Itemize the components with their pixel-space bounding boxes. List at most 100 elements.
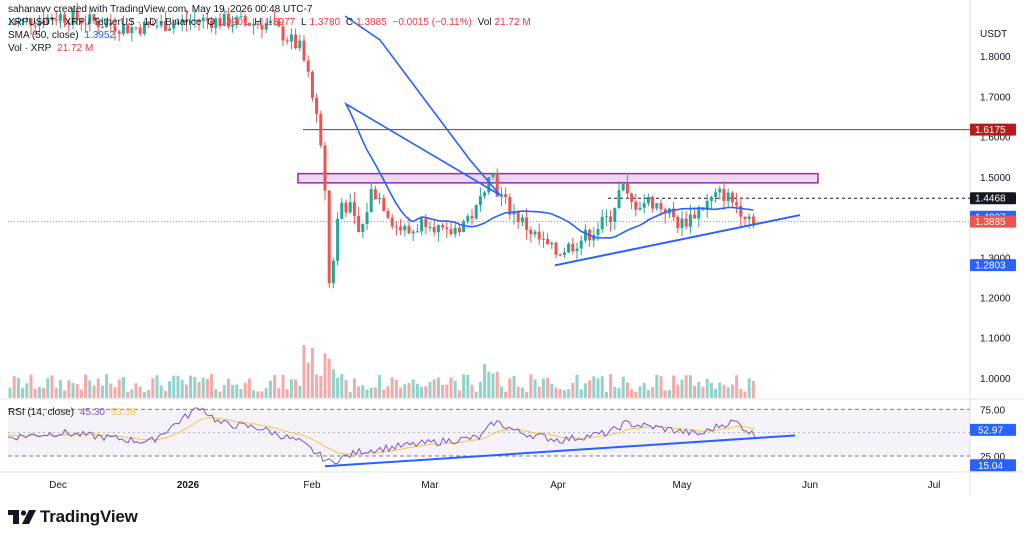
rsi-tick-label: 75.00 <box>980 405 1005 416</box>
sma-value: 1.3952 <box>84 30 115 41</box>
volume-bar <box>684 375 688 398</box>
time-tick-label: Dec <box>49 480 67 491</box>
volume-bar <box>323 353 327 398</box>
candle-body <box>256 23 260 25</box>
tradingview-logo[interactable]: TradingView <box>8 507 138 527</box>
volume-bar <box>483 364 487 398</box>
candle-body <box>550 242 554 245</box>
volume-bar <box>453 380 457 398</box>
chart-credit: sahanavv created with TradingView.com, M… <box>8 4 313 15</box>
rsi-label-trend: 15.04 <box>978 461 1003 472</box>
volume-bar <box>567 389 571 398</box>
volume-bar <box>260 391 264 398</box>
volume-bar <box>273 374 277 398</box>
volume-bar <box>457 390 461 398</box>
volume-bar <box>210 374 214 398</box>
volume-bar <box>504 391 508 398</box>
candle-body <box>218 18 222 26</box>
candle-body <box>42 20 46 24</box>
candle-body <box>155 25 159 27</box>
volume-bar <box>168 381 172 398</box>
candle-body <box>567 243 571 253</box>
candle-body <box>264 23 268 30</box>
price-tick-label: 1.0000 <box>980 374 1011 385</box>
volume-bar <box>638 386 642 398</box>
candle-body <box>428 226 432 228</box>
volume-bar <box>399 387 403 398</box>
volume-bar <box>96 378 100 398</box>
candle-body <box>558 254 562 256</box>
rsi-label[interactable]: RSI (14, close) <box>8 407 75 418</box>
volume-bar <box>600 376 604 398</box>
volume-bar <box>747 378 751 398</box>
candle-body <box>239 16 243 18</box>
volume-bar <box>676 384 680 398</box>
candle-body <box>697 208 701 219</box>
volume-bar <box>726 387 730 398</box>
volume-bar <box>424 386 428 398</box>
candle-body <box>751 216 755 226</box>
volume-bar <box>92 385 96 398</box>
candle-body <box>327 190 331 284</box>
volume-bar <box>735 375 739 398</box>
volume-bar <box>180 379 184 398</box>
candle-body <box>319 113 323 146</box>
candle-body <box>382 198 386 211</box>
volume-bar <box>327 358 331 398</box>
volume-bar <box>222 384 226 398</box>
sma-label[interactable]: SMA (50, close) <box>8 30 79 41</box>
volume-bar <box>415 383 419 398</box>
candle-body <box>596 229 600 236</box>
volume-bar <box>411 379 415 398</box>
candle-body <box>537 231 541 240</box>
candle-body <box>441 225 445 228</box>
volume-bar <box>29 374 33 398</box>
candle-body <box>478 196 482 206</box>
candle-body <box>638 207 642 210</box>
volume-bar <box>651 387 655 398</box>
candle-body <box>554 242 558 255</box>
candle-body <box>235 16 239 26</box>
candle-body <box>516 211 520 223</box>
candle-body <box>310 71 314 98</box>
volume-bar <box>672 375 676 398</box>
candle-body <box>739 205 743 217</box>
candle-body <box>512 211 516 215</box>
symbol-legend: XRPUSDT · XRP / TetherUS · 1D · Binance … <box>8 17 531 28</box>
volume-bar <box>693 385 697 398</box>
volume-bar <box>373 387 377 398</box>
candle-body <box>630 193 634 202</box>
volume-bar <box>289 379 293 398</box>
volume-bar <box>655 374 659 398</box>
volume-bar <box>205 379 209 398</box>
candle-body <box>571 243 575 252</box>
volume-bar <box>67 380 71 398</box>
volume-bar <box>268 380 272 398</box>
volume-label[interactable]: Vol · XRP <box>8 43 52 54</box>
low-value: 1.3780 <box>309 17 341 28</box>
volume-bar <box>88 380 92 398</box>
volume-bar <box>525 391 529 398</box>
volume-bar <box>470 384 474 398</box>
candle-body <box>449 229 453 235</box>
candle-body <box>285 40 289 42</box>
volume-bar <box>294 379 298 398</box>
candle-body <box>184 19 188 23</box>
candle-body <box>743 216 747 220</box>
candle-body <box>625 183 629 194</box>
volume-bar <box>466 374 470 398</box>
candle-body <box>457 227 461 233</box>
volume-bar <box>184 384 188 398</box>
volume-bar <box>33 388 37 398</box>
volume-bar <box>697 381 701 398</box>
candle-body <box>378 198 382 200</box>
candle-body <box>730 192 734 203</box>
candle-body <box>63 14 67 23</box>
symbol-name[interactable]: XRPUSDT · XRP / TetherUS · 1D · Binance <box>8 17 202 28</box>
volume-bar <box>50 375 54 398</box>
candle-body <box>25 18 29 20</box>
candle-body <box>12 23 16 25</box>
volume-bar <box>583 383 587 398</box>
volume-bar <box>739 388 743 398</box>
